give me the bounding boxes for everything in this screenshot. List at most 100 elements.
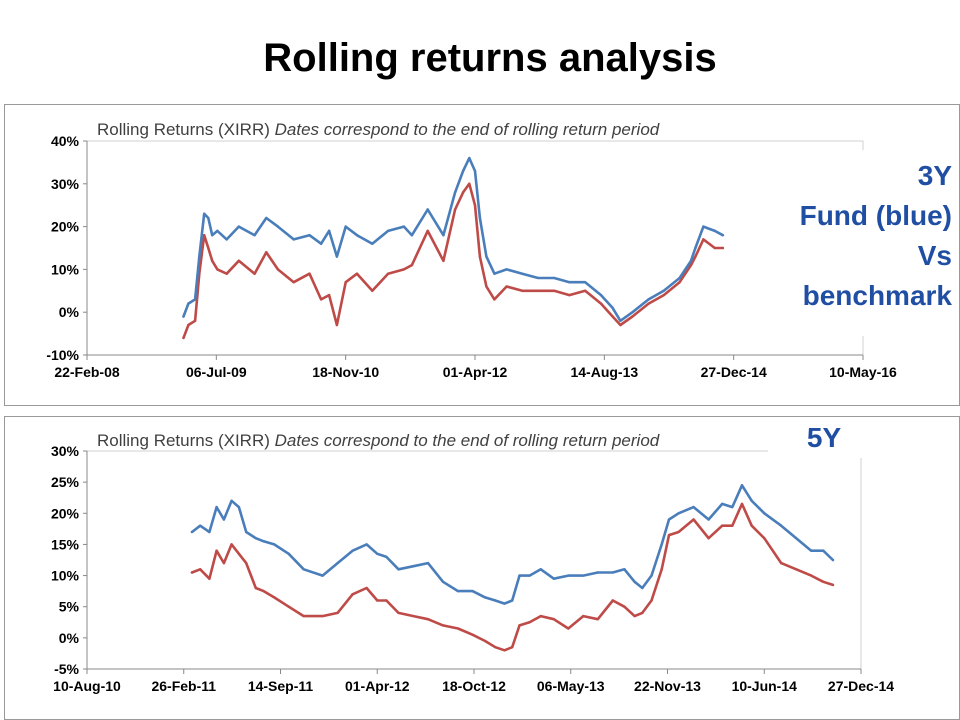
chart-5y-plot-area [86, 450, 862, 670]
chart-5y-y-tick-label: 0% [59, 630, 80, 646]
chart-5y-y-tick-label: 30% [51, 443, 80, 459]
chart-3y-benchmark-point [485, 285, 488, 288]
chart-3y-fund-point [198, 255, 201, 258]
chart-3y-benchmark-point [521, 289, 524, 292]
chart-5y-benchmark-point [650, 599, 653, 602]
chart-5y-fund-point [692, 505, 695, 509]
chart-3y-benchmark-point [292, 281, 295, 284]
chart-5y-x-tick-label: 27-Dec-14 [828, 678, 894, 694]
chart-5y-benchmark-point [198, 568, 202, 571]
page-title: Rolling returns analysis [263, 36, 717, 80]
chart-5y-benchmark-point [809, 574, 813, 577]
chart-5y-benchmark-point [262, 589, 265, 593]
chart-3y-fund-point [721, 233, 725, 237]
chart-3y-fund-point [265, 216, 268, 220]
chart-5y-fund-point [215, 505, 218, 509]
chart-5y-y-tick-label: -5% [54, 661, 79, 677]
chart-3y-benchmark-point [631, 315, 634, 318]
chart-5y-fund-point [426, 561, 430, 565]
callout-3y-line-1: 3Y [917, 160, 952, 191]
chart-5y-fund-point [552, 577, 556, 580]
chart-3y-fund-point [237, 225, 241, 228]
chart-3y-fund-point [631, 311, 634, 314]
chart-5y-svg: Rolling Returns (XIRR) Dates correspond … [51, 431, 894, 694]
chart-5y-fund-point [336, 561, 339, 565]
chart-5y-benchmark-point [321, 614, 324, 618]
chart-5y-benchmark-point [208, 577, 211, 580]
chart-3y-benchmark-point [713, 246, 716, 250]
chart-5y-benchmark-point [511, 646, 514, 649]
chart-3y-fund-point [453, 191, 457, 194]
chart-5y-benchmark-point [230, 543, 233, 546]
chart-5y-y-tick-label: 15% [51, 536, 80, 552]
chart-5y-fund-point [262, 540, 265, 543]
chart-5y-fund-point [376, 552, 379, 555]
chart-5y-benchmark-point [763, 537, 766, 540]
chart-5y-fund-point [518, 574, 521, 577]
chart-5y-fund-point [494, 599, 497, 602]
chart-5y-fund-point [441, 580, 445, 583]
chart-3y-fund-point [292, 238, 295, 241]
chart-5y-benchmark-point [190, 571, 194, 574]
chart-5y-benchmark-point [660, 568, 663, 571]
chart-3y-fund-point [619, 319, 622, 322]
chart-5y-fund-point [273, 543, 276, 546]
chart-5y-fund-point [720, 502, 724, 506]
chart-3y-fund-point [426, 208, 429, 211]
chart-5y-fund-point [412, 565, 415, 568]
chart-5y-y-tick-label: 25% [51, 474, 80, 490]
chart-3y-x-tick-label: 18-Nov-10 [312, 364, 379, 380]
chart-3y-benchmark-point [442, 259, 445, 263]
chart-5y-fund-point [198, 524, 202, 527]
chart-5y-fund-point [385, 555, 388, 559]
chart-5y-benchmark-point [611, 599, 615, 602]
chart-3y-fund-point [276, 225, 280, 228]
chart-5y-y-tick-label: 5% [59, 599, 80, 615]
chart-5y-benchmark-point [222, 561, 226, 565]
callout-5y-label: 5Y [806, 422, 842, 453]
chart-5y-fund-point [190, 530, 194, 534]
chart-5y-fund-point [822, 549, 825, 552]
callout-3y-fund-vs-benchmark: 3Y Fund (blue) Vs benchmark [756, 150, 952, 336]
chart-5y-fund-point [254, 537, 258, 540]
chart-5y-fund-line [190, 484, 835, 605]
chart-5y-benchmark-point [596, 617, 600, 621]
chart-3y-fund-point [442, 233, 445, 237]
chart-3y-benchmark-point [193, 319, 197, 322]
chart-3y-benchmark-point [210, 259, 214, 263]
chart-5y-fund-point [456, 589, 460, 593]
chart-5y-benchmark-point [677, 530, 680, 534]
chart-5y-fund-point [503, 602, 506, 605]
chart-5y-fund-point [660, 543, 663, 546]
chart-5y-benchmark-point [552, 617, 556, 621]
chart-5y-rolling-returns: Rolling Returns (XIRR) Dates correspond … [4, 416, 960, 720]
chart-5y-fund-point [483, 596, 487, 599]
chart-5y-benchmark-point [779, 561, 783, 565]
chart-5y-benchmark-point [215, 549, 218, 552]
chart-3y-y-tick-label: -10% [46, 347, 79, 363]
chart-3y-benchmark-point [202, 233, 206, 237]
chart-3y-fund-point [521, 272, 524, 275]
chart-3y-benchmark-point [647, 302, 650, 305]
chart-5y-fund-point [582, 574, 585, 577]
chart-5y-fund-point [567, 574, 570, 577]
chart-5y-benchmark-point [456, 627, 460, 630]
chart-3y-benchmark-point [536, 289, 540, 292]
chart-3y-fund-point [552, 276, 556, 280]
chart-3y-benchmark-point [611, 315, 614, 318]
chart-5y-fund-point [650, 574, 653, 577]
chart-3y-fund-point [473, 169, 477, 173]
chart-3y-fund-point [493, 272, 496, 275]
chart-5y-fund-point [237, 505, 241, 509]
chart-3y-benchmark-point [216, 268, 219, 271]
chart-5y-benchmark-point [731, 524, 734, 527]
chart-3y-fund-point [678, 276, 681, 280]
chart-5y-benchmark-point [397, 611, 400, 615]
chart-3y-fund-point [702, 225, 705, 228]
chart-3y-benchmark-point [493, 298, 496, 301]
chart-3y-fund-point [402, 225, 406, 228]
chart-5y-fund-point [794, 537, 798, 540]
chart-5y-benchmark-point [503, 649, 506, 652]
chart-5y-benchmark-point [254, 586, 258, 590]
chart-3y-benchmark-point [253, 272, 256, 275]
